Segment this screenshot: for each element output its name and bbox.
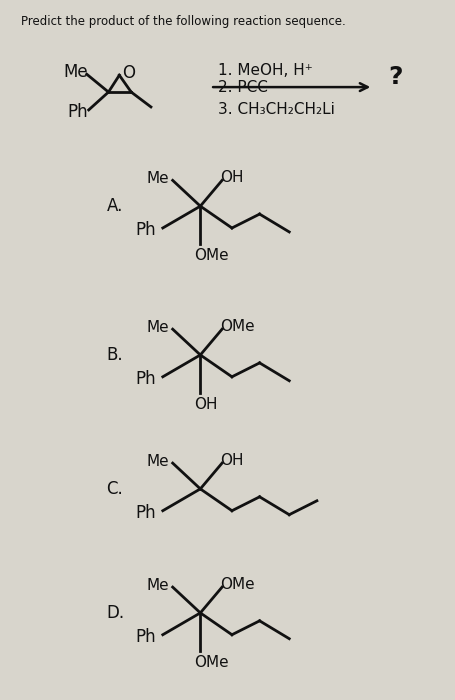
Text: Ph: Ph	[135, 221, 156, 239]
Text: O: O	[122, 64, 135, 82]
Text: Ph: Ph	[135, 370, 156, 388]
Text: Ph: Ph	[135, 504, 156, 522]
Text: OH: OH	[220, 453, 243, 468]
Text: Me: Me	[147, 320, 170, 335]
Text: Me: Me	[63, 63, 88, 81]
Text: OMe: OMe	[220, 578, 255, 592]
Text: OMe: OMe	[194, 655, 229, 670]
Text: 3. CH₃CH₂CH₂Li: 3. CH₃CH₂CH₂Li	[218, 102, 335, 118]
Text: OH: OH	[220, 170, 243, 186]
Text: Predict the product of the following reaction sequence.: Predict the product of the following rea…	[20, 15, 345, 28]
Text: Me: Me	[147, 171, 170, 186]
Text: OH: OH	[194, 397, 218, 412]
Text: Me: Me	[147, 454, 170, 468]
Text: Me: Me	[147, 578, 170, 593]
Text: Ph: Ph	[135, 628, 156, 645]
Text: C.: C.	[106, 480, 123, 498]
Text: 1. MeOH, H⁺: 1. MeOH, H⁺	[218, 63, 313, 78]
Text: A.: A.	[106, 197, 123, 215]
Text: 2. PCC: 2. PCC	[218, 80, 268, 94]
Text: ?: ?	[388, 65, 403, 89]
Text: OMe: OMe	[194, 248, 229, 263]
Text: OMe: OMe	[220, 319, 255, 334]
Text: B.: B.	[106, 346, 123, 364]
Text: Ph: Ph	[67, 103, 88, 121]
Text: D.: D.	[106, 604, 125, 622]
